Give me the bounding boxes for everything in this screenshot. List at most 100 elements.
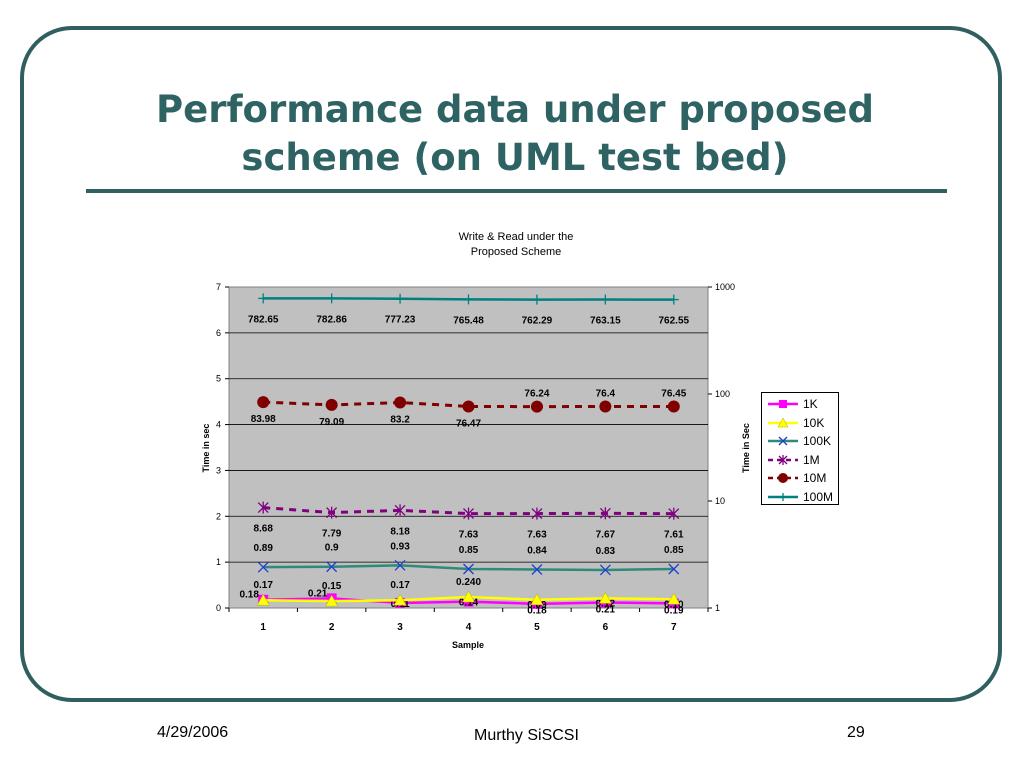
data-label-10k: 0.18 — [527, 606, 547, 617]
legend-symbol-100k — [768, 436, 798, 446]
data-label-100k: 0.9 — [325, 543, 339, 554]
series-point-1m — [599, 507, 611, 520]
legend-item-10m: 10M — [766, 469, 838, 487]
series-point-100m — [463, 294, 474, 305]
y-right-axis-title: Time in Sec — [741, 423, 751, 473]
x-tick-label: 6 — [603, 622, 609, 633]
y-left-tick-label: 5 — [216, 374, 221, 384]
x-tick-label: 5 — [534, 622, 540, 633]
series-point-100m — [258, 293, 269, 304]
y-left-tick-label: 4 — [216, 420, 221, 430]
series-point-100k — [668, 563, 680, 575]
footer-date: 4/29/2006 — [157, 724, 229, 741]
data-label-1k: 0.12 — [596, 598, 616, 609]
series-point-1m — [668, 507, 680, 520]
data-label-100m: 777.23 — [385, 315, 416, 326]
data-label-100m: 765.48 — [453, 315, 484, 326]
data-label-10m: 76.24 — [524, 389, 549, 400]
data-label-100m: 762.55 — [658, 316, 689, 327]
legend-label-100k: 100K — [803, 434, 832, 448]
y-left-tick-label: 7 — [216, 282, 221, 292]
legend-label-10k: 10K — [803, 415, 825, 430]
data-label-1k: 0.09 — [527, 600, 547, 611]
footer-author: Murthy SiSCSI — [474, 727, 579, 744]
series-point-10m — [667, 400, 680, 413]
series-point-10k — [325, 594, 339, 607]
data-label-10m: 79.09 — [319, 417, 344, 428]
data-label-100k: 0.85 — [664, 545, 684, 556]
data-label-100m: 782.86 — [316, 314, 347, 325]
title-underline — [86, 189, 947, 193]
legend-symbol-100m — [768, 492, 798, 501]
y-left-tick-label: 3 — [216, 465, 221, 475]
series-point-100k — [326, 561, 338, 573]
legend-item-100m: 100M — [766, 488, 838, 506]
legend-item-1m: 1M — [766, 451, 838, 469]
data-label-10m: 76.4 — [596, 389, 616, 400]
plot-area — [228, 286, 709, 609]
x-tick-label: 1 — [260, 622, 266, 633]
slide-title-line-1: Performance data under proposed — [155, 88, 875, 131]
series-point-10k — [462, 590, 475, 603]
data-label-100k: 0.85 — [459, 545, 479, 556]
series-point-100k — [257, 561, 269, 573]
series-point-100m — [600, 294, 611, 305]
series-point-10m — [530, 400, 543, 413]
data-label-10k: 0.17 — [390, 580, 410, 591]
data-label-1m: 7.63 — [459, 530, 479, 541]
series-point-10m — [257, 396, 270, 409]
data-label-1m: 8.18 — [390, 526, 410, 537]
data-label-1k: 0.14 — [459, 598, 479, 609]
chart-title-line-2: Proposed Scheme — [470, 246, 562, 258]
series-point-10m — [325, 398, 338, 411]
data-label-10k: 0.19 — [664, 605, 684, 616]
data-label-1m: 8.68 — [253, 524, 273, 535]
series-point-100k — [394, 559, 406, 571]
legend-label-1m: 1M — [803, 452, 820, 467]
series-point-10k — [598, 591, 612, 604]
y-right-tick-label: 1 — [715, 603, 720, 613]
series-point-10m — [394, 396, 407, 409]
y-right-tick-label: 10 — [715, 496, 725, 506]
data-label-10m: 76.47 — [456, 418, 481, 429]
series-point-10k — [667, 592, 681, 605]
series-point-10m — [462, 400, 475, 413]
series-point-100m — [668, 294, 679, 305]
x-tick-label: 7 — [671, 622, 677, 633]
y-left-tick-label: 2 — [216, 511, 221, 521]
y-left-tick-label: 6 — [216, 328, 221, 338]
footer-page-number: 29 — [847, 724, 865, 741]
y-right-tick-label: 100 — [715, 389, 730, 399]
data-label-1m: 7.63 — [527, 530, 547, 541]
data-label-10k: 0.17 — [253, 580, 273, 591]
series-point-10k — [256, 593, 270, 606]
chart-title: Write & Read under the Proposed Scheme — [400, 230, 632, 260]
data-label-1m: 7.61 — [664, 530, 684, 541]
slide-frame — [20, 26, 1002, 702]
x-axis-title: Sample — [452, 640, 484, 650]
legend-item-1k: 1K — [766, 395, 838, 413]
data-label-1k: 0.10 — [664, 599, 684, 610]
data-label-10m: 83.2 — [390, 415, 410, 426]
data-label-1m: 7.79 — [322, 529, 342, 540]
legend-label-100m: 100M — [803, 489, 834, 504]
data-label-100k: 0.93 — [390, 541, 410, 552]
y-right-tick-label: 1000 — [715, 282, 735, 292]
legend-item-100k: 100K — [766, 432, 838, 450]
data-label-100m: 763.15 — [590, 316, 621, 327]
legend-symbol-1m — [768, 454, 798, 465]
data-label-100k: 0.89 — [253, 543, 273, 554]
series-point-1m — [326, 506, 338, 519]
data-label-100k: 0.84 — [527, 545, 547, 556]
data-label-100k: 0.83 — [596, 546, 616, 557]
chart-title-line-1: Write & Read under the — [458, 231, 574, 243]
data-label-100m: 782.65 — [248, 314, 279, 325]
data-label-10m: 76.45 — [661, 388, 686, 399]
y-left-tick-label: 0 — [216, 603, 221, 613]
series-point-100m — [531, 294, 542, 305]
series-point-10m — [599, 400, 612, 413]
x-tick-label: 2 — [329, 622, 335, 633]
series-point-100k — [599, 564, 611, 576]
legend-symbol-1k — [768, 400, 798, 408]
